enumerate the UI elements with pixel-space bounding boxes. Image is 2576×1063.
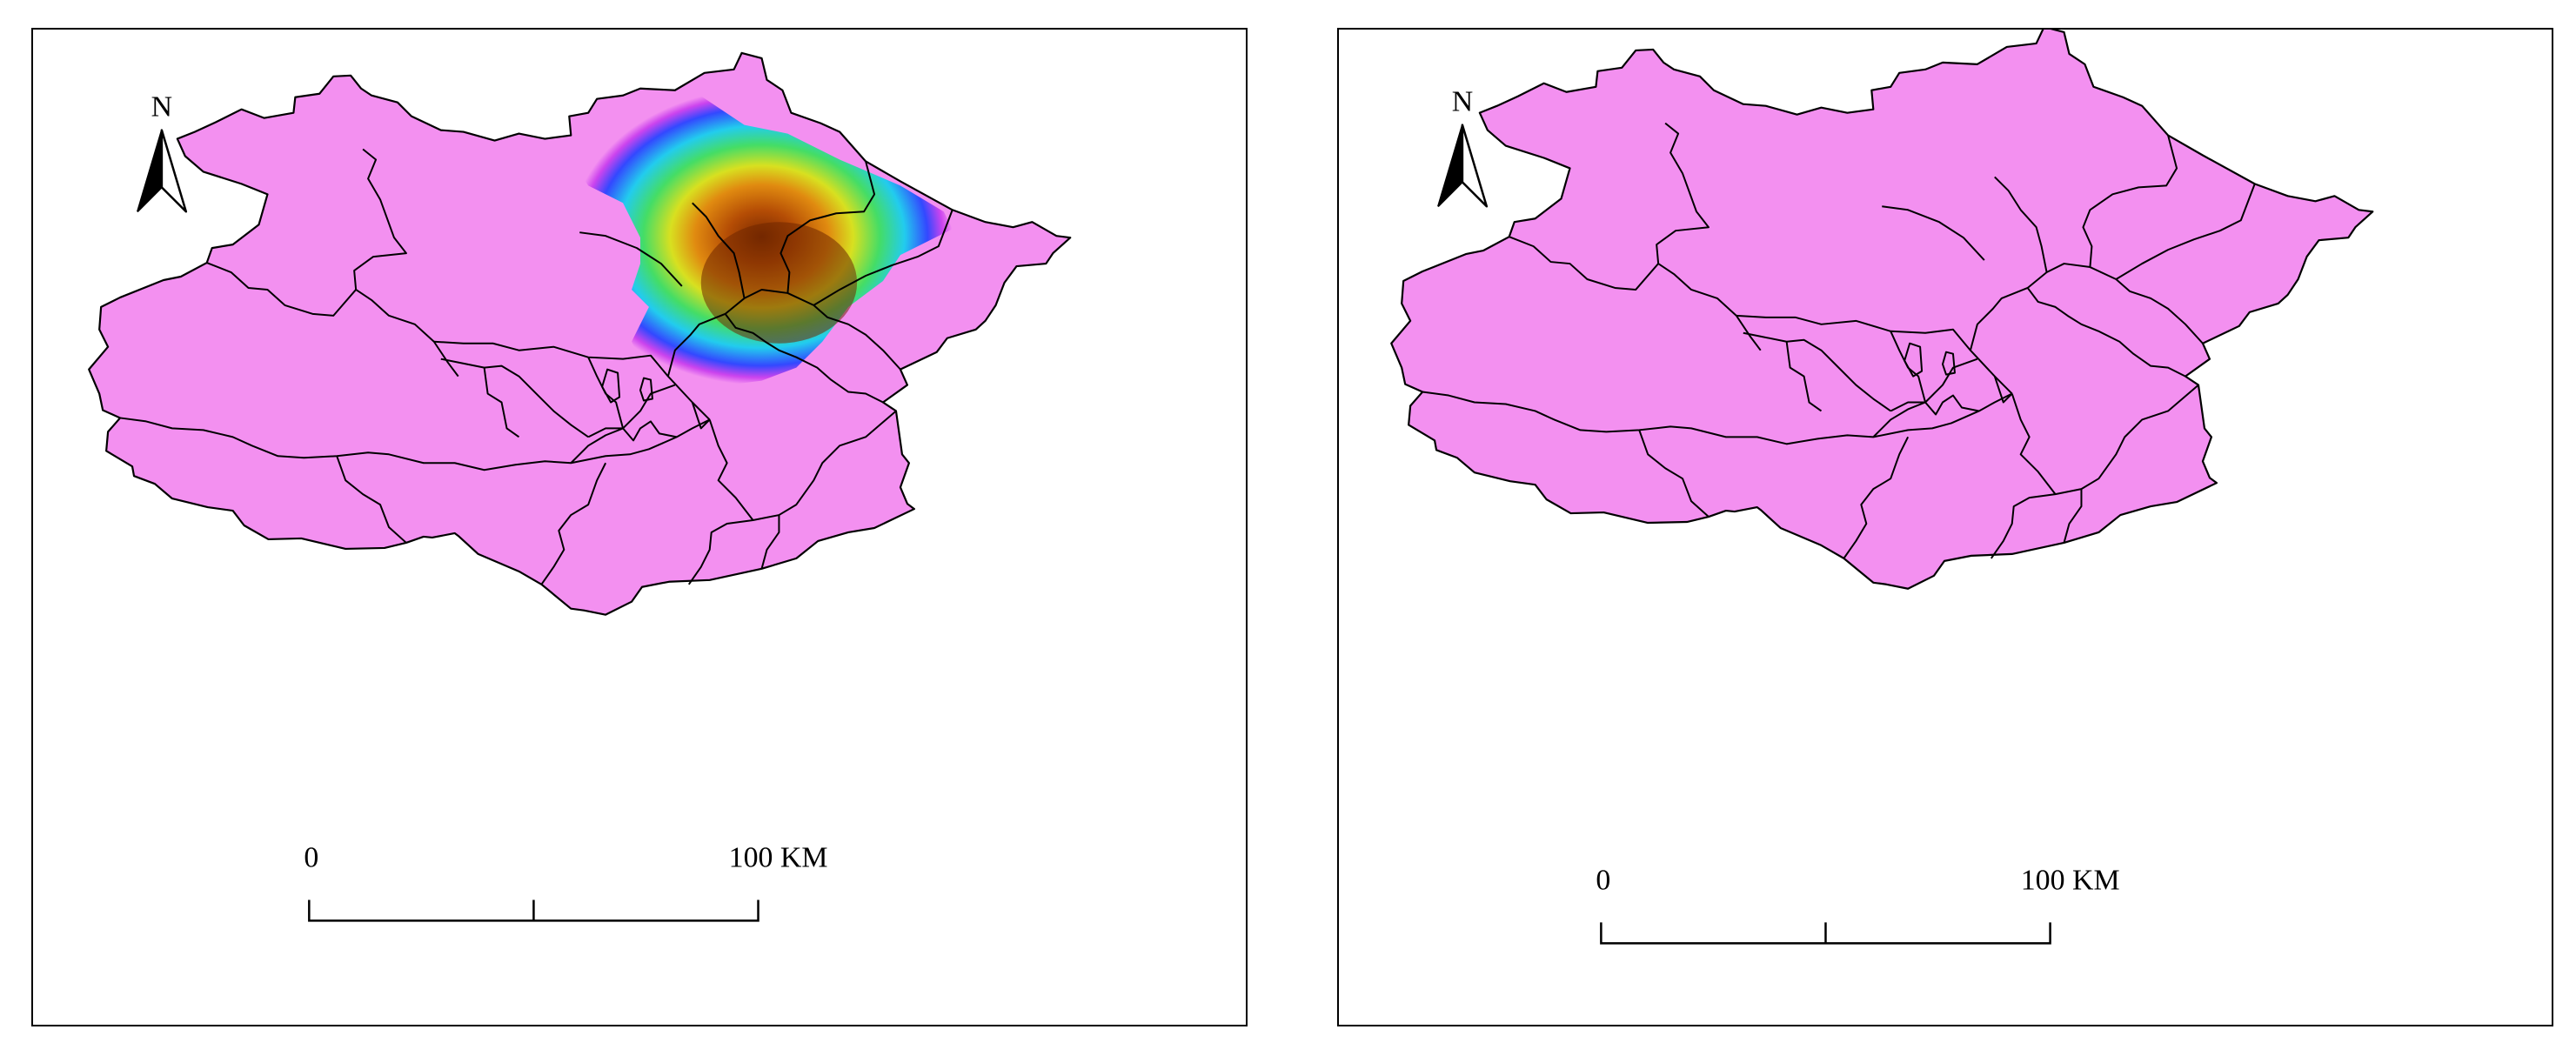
heat-core-north (700, 222, 858, 344)
district-boundary (1882, 205, 1985, 261)
district-boundary (691, 402, 711, 430)
district-boundary (2063, 489, 2083, 544)
white-halo (1391, 532, 1703, 589)
district-boundary (336, 455, 407, 544)
district-boundary (1969, 263, 2204, 351)
scale-start-label: 0 (304, 842, 318, 874)
district-boundary (1656, 122, 1762, 351)
heat-layer (571, 88, 953, 385)
district-boundary (692, 202, 746, 299)
district-boundary (579, 231, 683, 287)
scale-bar: 0 100 KM (304, 842, 828, 922)
beijing-outline (1390, 30, 2374, 590)
district-boundary (760, 515, 780, 570)
district-group (1391, 30, 2373, 589)
map-panel-left: N 0 100 KM (31, 28, 1248, 1026)
district-boundary (587, 420, 678, 442)
district-boundary (813, 209, 953, 306)
district-boundary (2082, 135, 2178, 268)
district-boundary (1994, 176, 2048, 273)
scale-bar: 0 100 KM (1596, 865, 2120, 945)
district-boundary (2115, 184, 2256, 280)
district-map-right: N 0 100 KM (1390, 30, 2374, 945)
scale-end-label: 100 KM (2021, 865, 2120, 897)
heat-layer (1391, 532, 1712, 751)
district-boundary (1904, 342, 1924, 378)
north-arrow-left-half (1437, 124, 1463, 207)
beijing-outline (88, 51, 1072, 616)
district-boundary (1743, 331, 1891, 412)
district-boundary (1942, 351, 1956, 376)
district-boundary (1785, 341, 1823, 412)
district-boundary (601, 368, 621, 404)
north-label: N (151, 91, 172, 124)
district-boundary (440, 358, 589, 438)
district-boundary (666, 288, 901, 377)
district-boundary (483, 367, 520, 438)
north-arrow-icon: N (1437, 86, 1489, 208)
district-boundary (2026, 287, 2186, 378)
district-boundary (1422, 391, 2013, 445)
district-boundary (639, 377, 653, 402)
beijing-outline-fill (1391, 30, 2373, 589)
district-boundary (2011, 393, 2057, 495)
district-boundary (1890, 394, 1980, 416)
district-boundary (1843, 436, 1910, 559)
district-boundary (779, 161, 876, 294)
white-halo-2 (1417, 584, 1712, 589)
boundary-lines (1390, 30, 2374, 590)
district-boundary (353, 148, 459, 378)
north-arrow-right-half (1461, 124, 1489, 208)
district-map-left: N 0 100 KM (88, 51, 1072, 922)
north-arrow-icon: N (137, 91, 188, 213)
district-boundary (1638, 430, 1710, 518)
district-boundary (708, 419, 754, 521)
district-boundary (119, 417, 711, 471)
heat-zone-southwest (1452, 595, 1608, 751)
scale-bar-line (308, 899, 759, 922)
north-label: N (1452, 86, 1473, 118)
district-boundary (540, 462, 607, 585)
scale-start-label: 0 (1596, 865, 1610, 897)
north-arrow-right-half (160, 129, 188, 213)
scale-end-label: 100 KM (729, 842, 828, 874)
map-panel-right: N 0 100 KM (1337, 28, 2553, 1026)
north-arrow-left-half (137, 130, 163, 212)
district-boundary (206, 262, 357, 317)
scale-bar-line (1600, 922, 2051, 945)
district-boundary (1509, 236, 1659, 291)
boundary-lines (88, 51, 1072, 616)
district-boundary (724, 313, 884, 404)
district-boundary (1993, 376, 2013, 404)
